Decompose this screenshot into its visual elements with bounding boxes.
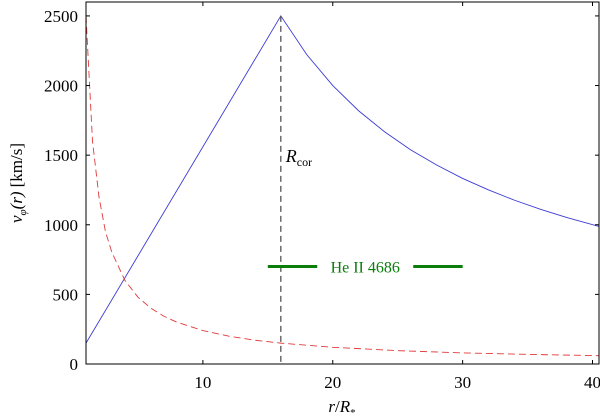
y-label-args: (r) <box>7 191 26 209</box>
x-tick-label: 10 <box>194 373 211 392</box>
dashed-series-line <box>86 15 599 357</box>
y-tick-label: 2500 <box>44 7 78 26</box>
x-tick-label: 30 <box>454 373 471 392</box>
x-label-main: r <box>328 397 335 416</box>
y-label-sub: φ <box>17 209 29 215</box>
x-label-sep: / <box>335 397 340 416</box>
y-tick-label: 1000 <box>44 216 78 235</box>
y-axis-label: vφ(r) [km/s] <box>7 143 29 223</box>
solid-series-line <box>86 15 599 344</box>
x-tick-label: 20 <box>324 373 341 392</box>
rcor-label: Rcor <box>285 146 312 169</box>
y-tick-label: 2000 <box>44 77 78 96</box>
y-label-main: v <box>7 215 26 223</box>
y-label-unit: [km/s] <box>7 143 26 187</box>
plot-frame <box>85 1 600 365</box>
x-label-sub: * <box>350 407 356 418</box>
x-axis-label: r/R* <box>328 397 355 418</box>
he-range-label: He II 4686 <box>331 260 400 277</box>
y-tick-label: 1500 <box>44 146 78 165</box>
y-tick-label: 500 <box>53 285 79 304</box>
x-tick-label: 40 <box>584 373 600 392</box>
x-label-var: R <box>339 397 351 416</box>
y-tick-label: 0 <box>70 355 79 374</box>
